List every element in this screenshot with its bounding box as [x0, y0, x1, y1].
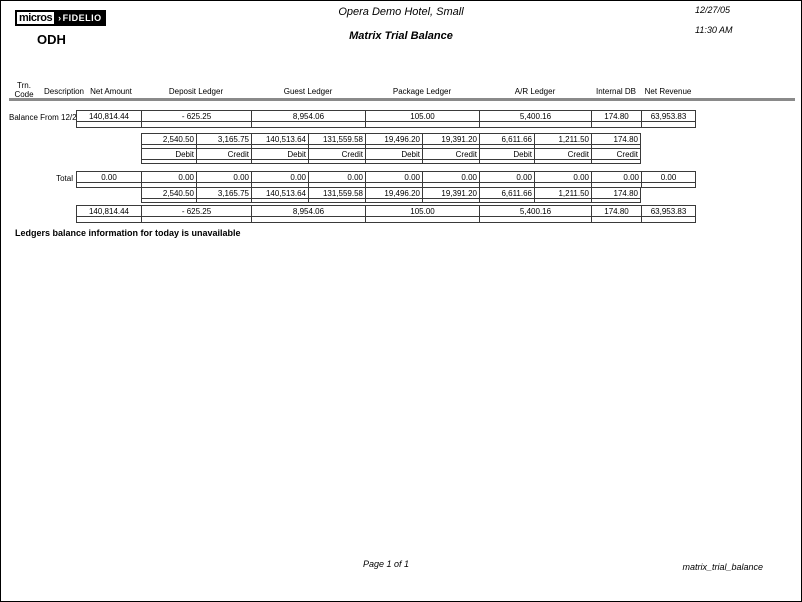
cell-package-debit: 19,496.20 — [366, 134, 423, 148]
cell-internal-db: 174.80 — [592, 111, 642, 127]
cell-deposit-credit: 3,165.75 — [197, 188, 252, 202]
cell-ar: 5,400.16 — [480, 206, 592, 222]
cell-package: 105.00 — [366, 111, 480, 127]
column-header-deposit-ledger: Deposit Ledger — [168, 87, 224, 96]
cell-guest-debit: 140,513.64 — [252, 134, 309, 148]
ledgers-note: Ledgers balance information for today is… — [15, 228, 241, 238]
cell-package-credit: 19,391.20 — [423, 134, 480, 148]
cell-ar-credit: 1,211.50 — [535, 134, 592, 148]
cell-guest-debit: 140,513.64 — [252, 188, 309, 202]
total-internal-db: 0.00 — [592, 172, 642, 187]
label-deposit-debit: Debit — [142, 149, 197, 163]
column-header-net-amount: Net Amount — [90, 87, 132, 96]
cell-guest: 8,954.06 — [252, 206, 366, 222]
table-row-detail: 2,540.50 3,165.75 140,513.64 131,559.58 … — [141, 133, 641, 149]
total-ar-credit: 0.00 — [535, 172, 592, 187]
column-header-description: Description — [43, 87, 84, 96]
column-header-trn-code: Trn. Code — [14, 81, 34, 99]
label-guest-debit: Debit — [252, 149, 309, 163]
cell-net-revenue: 63,953.83 — [650, 207, 687, 216]
cell-guest-credit: 131,559.58 — [309, 188, 366, 202]
column-header-internal-db: Internal DB — [595, 87, 637, 96]
label-internal-credit: Credit — [616, 150, 638, 159]
row-inner-line — [77, 216, 695, 217]
hotel-name: Opera Demo Hotel, Small — [338, 6, 464, 18]
row-inner-line — [142, 198, 640, 199]
property-code: ODH — [37, 32, 66, 47]
cell-deposit: - 625.25 — [142, 111, 252, 127]
row-inner-line — [142, 144, 640, 145]
page-number: Page 1 of 1 — [362, 559, 410, 569]
total-label: Total — [56, 174, 73, 183]
balance-from-label: Balance From 12/26/05 — [9, 113, 93, 122]
cell-ar: 5,400.16 — [480, 111, 592, 127]
cell-deposit-credit: 3,165.75 — [197, 134, 252, 148]
cell-package: 105.00 — [366, 206, 480, 222]
logo-micros-text: micros — [15, 10, 57, 26]
row-inner-line — [142, 159, 640, 160]
report-title: Matrix Trial Balance — [349, 30, 453, 42]
cell-guest: 8,954.06 — [252, 111, 366, 127]
cell-deposit-debit: 2,540.50 — [142, 188, 197, 202]
total-deposit-credit: 0.00 — [197, 172, 252, 187]
cell-net-amount: 140,814.44 — [77, 111, 142, 127]
cell-internal-credit: 174.80 — [613, 189, 638, 198]
column-header-guest-ledger: Guest Ledger — [283, 87, 333, 96]
cell-ar-credit: 1,211.50 — [535, 188, 592, 202]
label-ar-credit: Credit — [535, 149, 592, 163]
logo-fidelio-label: FIDELIO — [62, 13, 102, 23]
cell-package-debit: 19,496.20 — [366, 188, 423, 202]
report-time: 11:30 AM — [695, 25, 733, 35]
cell-net-amount: 140,814.44 — [77, 206, 142, 222]
cell-package-credit: 19,391.20 — [423, 188, 480, 202]
column-header-net-revenue: Net Revenue — [644, 87, 692, 96]
total-package-credit: 0.00 — [423, 172, 480, 187]
label-package-debit: Debit — [366, 149, 423, 163]
total-guest-credit: 0.00 — [309, 172, 366, 187]
total-net-revenue: 0.00 — [660, 173, 677, 182]
row-inner-line — [77, 121, 695, 122]
label-deposit-credit: Credit — [197, 149, 252, 163]
cell-ar-debit: 6,611.66 — [480, 188, 535, 202]
report-date: 12/27/05 — [695, 5, 731, 15]
total-ar-debit: 0.00 — [480, 172, 535, 187]
micros-fidelio-logo: micros ›FIDELIO — [15, 10, 106, 26]
cell-deposit-debit: 2,540.50 — [142, 134, 197, 148]
cell-deposit: - 625.25 — [142, 206, 252, 222]
cell-net-revenue: 63,953.83 — [650, 112, 687, 121]
logo-fidelio-text: ›FIDELIO — [56, 10, 106, 26]
total-package-debit: 0.00 — [366, 172, 423, 187]
column-header-package-ledger: Package Ledger — [392, 87, 452, 96]
cell-guest-credit: 131,559.58 — [309, 134, 366, 148]
table-row-closing: 140,814.44 - 625.25 8,954.06 105.00 5,40… — [76, 205, 696, 223]
total-deposit-debit: 0.00 — [142, 172, 197, 187]
total-guest-debit: 0.00 — [252, 172, 309, 187]
row-inner-line — [77, 182, 695, 183]
logo-arrow-icon: › — [58, 13, 62, 23]
label-ar-debit: Debit — [480, 149, 535, 163]
label-package-credit: Credit — [423, 149, 480, 163]
table-row-debit-credit-labels: Debit Credit Debit Credit Debit Credit D… — [141, 148, 641, 164]
column-header-ar-ledger: A/R Ledger — [514, 87, 556, 96]
header-divider — [9, 98, 795, 101]
table-row-total: 0.00 0.00 0.00 0.00 0.00 0.00 0.00 0.00 … — [76, 171, 696, 188]
cell-internal-db: 174.80 — [592, 206, 642, 222]
label-guest-credit: Credit — [309, 149, 366, 163]
cell-ar-debit: 6,611.66 — [480, 134, 535, 148]
cell-internal-credit: 174.80 — [613, 135, 638, 144]
table-row-balance: 140,814.44 - 625.25 8,954.06 105.00 5,40… — [76, 110, 696, 128]
report-file-name: matrix_trial_balance — [682, 562, 763, 572]
table-row-detail-repeat: 2,540.50 3,165.75 140,513.64 131,559.58 … — [141, 187, 641, 203]
total-net-amount: 0.00 — [77, 172, 142, 187]
